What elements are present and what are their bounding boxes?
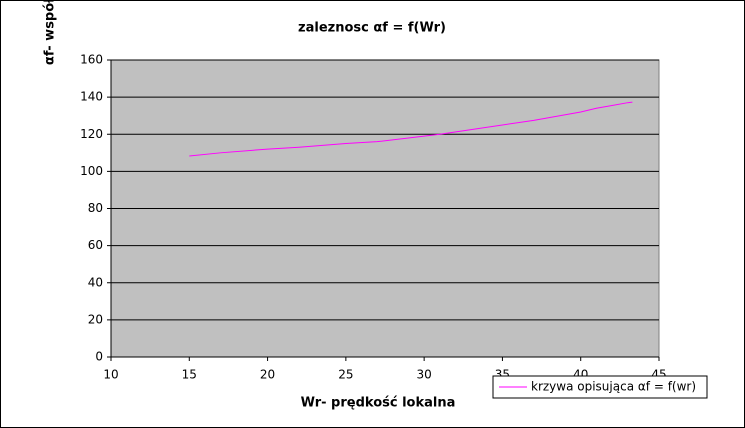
x-tick-label: 15 [182,368,197,382]
chart-title: zaleznosc αf = f(Wr) [298,21,446,36]
legend-box [492,375,708,399]
y-axis-label: αf- współ [43,0,58,65]
y-tick-label: 0 [95,350,103,364]
y-tick-label: 20 [88,312,103,326]
x-tick-label: 20 [260,368,275,382]
y-tick-label: 140 [80,90,103,104]
y-tick-label: 80 [88,201,103,215]
y-tick-label: 60 [88,238,103,252]
y-tick-label: 100 [80,164,103,178]
y-tick-label: 40 [88,275,103,289]
x-axis-label: Wr- prędkość lokalna [301,396,456,411]
x-tick-label: 30 [417,368,432,382]
x-tick-label: 10 [103,368,118,382]
x-tick-label: 25 [338,368,353,382]
y-tick-label: 160 [80,53,103,67]
y-tick-label: 120 [80,127,103,141]
data-line [189,101,633,157]
legend-label: krzywa opisująca αf = f(wr) [531,380,696,394]
